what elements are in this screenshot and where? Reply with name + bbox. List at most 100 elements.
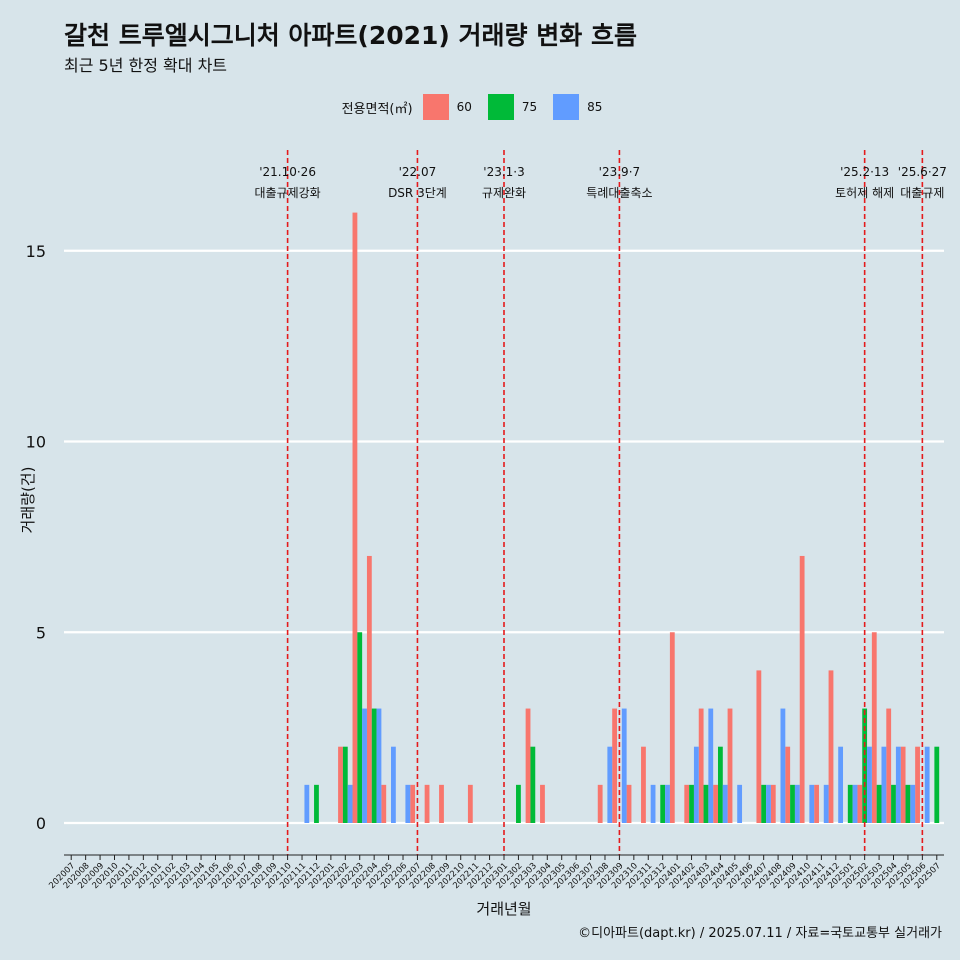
bar-60-202401 — [669, 632, 675, 823]
bar-60-202304 — [540, 784, 545, 823]
chart-subtitle: 최근 5년 한정 확대 차트 — [64, 56, 228, 75]
legend-key-75 — [487, 94, 514, 120]
bar-85-202111 — [304, 784, 310, 823]
bar-85-202404 — [722, 784, 728, 823]
event-date-4: '25.2·13 — [840, 165, 889, 179]
bar-75-202403 — [703, 784, 709, 823]
bar-85-202308 — [607, 746, 613, 823]
bar-85-202501 — [852, 784, 858, 823]
bar-85-202203 — [362, 708, 367, 823]
event-date-5: '25.6·27 — [898, 165, 947, 179]
legend-title: 전용면적(㎡) — [341, 101, 413, 117]
legend: 전용면적(㎡) 60 75 85 — [0, 93, 960, 121]
bar-60-202505 — [900, 746, 906, 823]
bar-60-202506 — [915, 746, 920, 823]
event-label-5: 대출규제 — [900, 186, 944, 200]
bar-75-202303 — [530, 746, 536, 823]
bar-60-202502 — [857, 784, 863, 823]
legend-label-85: 85 — [587, 100, 603, 114]
event-label-4: 토허제 해제 — [835, 186, 894, 200]
bar-60-202308 — [597, 784, 603, 823]
bar-60-202207 — [410, 784, 416, 823]
bar-85-202412 — [838, 746, 844, 823]
bar-75-202302 — [516, 784, 521, 823]
bar-60-202209 — [439, 784, 444, 823]
bar-60-202411 — [814, 784, 819, 823]
bar-60-202407 — [756, 670, 762, 823]
legend-label-60: 60 — [456, 100, 472, 114]
bar-75-202407 — [761, 784, 767, 823]
bar-75-202402 — [689, 784, 694, 823]
bar-60-202409 — [785, 746, 791, 823]
bar-60-202403 — [698, 708, 704, 823]
y-axis-title: 거래량(건) — [19, 467, 37, 534]
bar-75-202503 — [876, 784, 882, 823]
bar-75-202202 — [342, 746, 348, 823]
event-date-1: '22.07 — [399, 165, 437, 179]
bar-75-202204 — [371, 708, 377, 823]
bar-60-202303 — [525, 708, 531, 823]
event-label-0: 대출규제강화 — [254, 186, 320, 200]
bar-60-202408 — [770, 784, 776, 823]
bar-60-202203 — [352, 212, 358, 824]
bar-60-202211 — [467, 784, 473, 823]
bar-60-202311 — [641, 746, 646, 823]
bar-85-202403 — [708, 708, 714, 823]
y-tick-label: 0 — [36, 814, 46, 833]
bar-85-202506 — [924, 746, 930, 823]
chart-title: 갈천 트루엘시그니처 아파트(2021) 거래량 변화 흐름 — [64, 21, 637, 50]
credit-text: ©디아파트(dapt.kr) / 2025.07.11 / 자료=국토교통부 실… — [578, 926, 942, 941]
bar-85-202505 — [910, 784, 916, 823]
bar-85-202311 — [650, 784, 656, 823]
bar-85-202206 — [405, 784, 411, 823]
bar-60-202202 — [338, 746, 343, 823]
bar-60-202309 — [612, 708, 618, 823]
event-date-3: '23.9·7 — [599, 165, 640, 179]
bar-75-202507 — [934, 746, 940, 823]
bar-75-202112 — [314, 784, 319, 823]
bar-85-202503 — [881, 746, 887, 823]
bar-85-202312 — [665, 784, 670, 823]
y-tick-label: 10 — [26, 433, 46, 452]
bar-60-202402 — [684, 784, 690, 823]
bar-85-202407 — [766, 784, 771, 823]
bar-60-202405 — [727, 708, 733, 823]
legend-key-85 — [553, 94, 580, 120]
y-tick-label: 15 — [26, 242, 46, 261]
bar-60-202503 — [871, 632, 877, 823]
bar-75-202502 — [862, 708, 868, 823]
bar-60-202205 — [381, 784, 387, 823]
x-axis-title: 거래년월 — [476, 900, 531, 918]
bar-85-202408 — [780, 708, 786, 823]
bar-85-202405 — [737, 784, 743, 823]
bar-75-202404 — [717, 746, 723, 823]
bar-85-202205 — [390, 746, 396, 823]
bar-85-202504 — [895, 746, 901, 823]
event-date-0: '21.10·26 — [259, 165, 316, 179]
bar-60-202412 — [828, 670, 834, 823]
bar-60-202208 — [424, 784, 430, 823]
event-label-1: DSR 3단계 — [388, 186, 447, 200]
bar-60-202204 — [366, 555, 372, 823]
bar-75-202312 — [660, 784, 666, 823]
bar-85-202411 — [823, 784, 829, 823]
legend-key-60 — [422, 94, 449, 120]
bar-75-202505 — [905, 784, 911, 823]
event-label-2: 규제완화 — [482, 186, 526, 200]
event-label-3: 특례대출축소 — [586, 186, 652, 200]
bar-85-202502 — [867, 746, 872, 823]
y-tick-label: 5 — [36, 623, 46, 642]
bar-85-202204 — [376, 708, 382, 823]
bar-85-202202 — [347, 784, 353, 823]
bar-85-202410 — [809, 784, 815, 823]
bar-85-202402 — [693, 746, 699, 823]
legend-label-75: 75 — [521, 100, 538, 114]
bar-85-202409 — [794, 784, 800, 823]
bar-85-202309 — [621, 708, 627, 823]
event-date-2: '23.1·3 — [483, 165, 524, 179]
bar-75-202409 — [790, 784, 795, 823]
bar-60-202504 — [886, 708, 892, 823]
bar-60-202410 — [799, 555, 805, 823]
bar-75-202501 — [847, 784, 853, 823]
